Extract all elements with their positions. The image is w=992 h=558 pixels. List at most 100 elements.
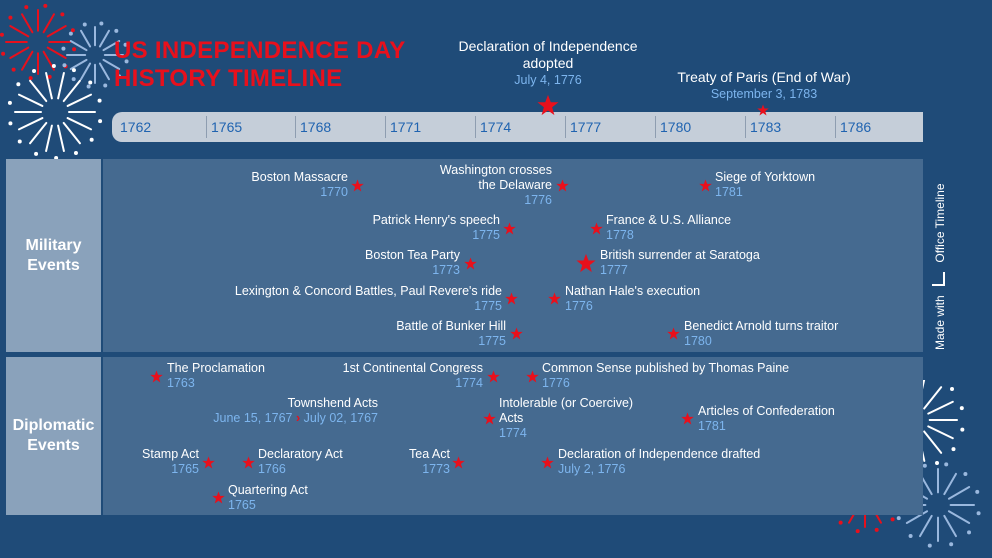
event-title: Lexington & Concord Battles, Paul Revere…: [234, 284, 502, 298]
event-item[interactable]: Articles of Confederation 1781: [698, 404, 835, 434]
event-date: 1774: [499, 426, 527, 440]
event-item[interactable]: Boston Massacre 1770: [251, 170, 348, 200]
watermark: Made with Office Timeline: [932, 160, 947, 350]
star-icon[interactable]: [698, 179, 712, 192]
event-title: Common Sense published by Thomas Paine: [542, 361, 790, 375]
event-date: 1776: [542, 376, 570, 390]
milestone-date: July 4, 1776: [514, 73, 582, 87]
page-title: US INDEPENDENCE DAY HISTORY TIMELINE: [114, 37, 406, 93]
star-icon[interactable]: [537, 94, 559, 116]
star-icon[interactable]: [201, 456, 215, 469]
event-date: 1775: [478, 334, 506, 348]
star-icon[interactable]: [589, 222, 603, 235]
milestone-title: Declaration of Independence: [458, 38, 638, 54]
event-title: Siege of Yorktown: [715, 170, 816, 184]
event-item[interactable]: Tea Act 1773: [409, 447, 450, 477]
event-title: 1st Continental Congress: [342, 361, 483, 375]
event-title: the Delaware: [478, 178, 552, 192]
tick-label: 1768: [295, 116, 331, 138]
milestone-date: September 3, 1783: [710, 87, 818, 101]
lane-diplomatic: [103, 357, 923, 515]
milestone-treaty-of-paris[interactable]: Treaty of Paris (End of War) September 3…: [677, 69, 850, 103]
event-date-start: June 15, 1767: [213, 411, 293, 425]
event-item[interactable]: Quartering Act 1765: [228, 483, 308, 513]
event-item[interactable]: Battle of Bunker Hill 1775: [396, 319, 506, 349]
event-date: 1766: [258, 462, 286, 476]
lane-label-diplomatic: Diplomatic Events: [6, 357, 101, 515]
event-item[interactable]: Townshend Acts June 15, 1767 › July 02, 1…: [213, 396, 378, 426]
event-date: 1776: [524, 193, 552, 207]
star-icon[interactable]: [451, 456, 465, 469]
event-item[interactable]: Intolerable (or Coercive) Acts 1774: [499, 396, 633, 441]
event-item[interactable]: British surrender at Saratoga 1777: [600, 248, 760, 278]
star-icon[interactable]: [241, 456, 255, 469]
star-icon[interactable]: [540, 456, 554, 469]
event-date: 1765: [171, 462, 199, 476]
event-date: 1770: [320, 185, 348, 199]
event-date: 1781: [715, 185, 743, 199]
event-item[interactable]: Nathan Hale's execution 1776: [565, 284, 700, 314]
event-item[interactable]: Benedict Arnold turns traitor 1780: [684, 319, 838, 349]
star-icon[interactable]: [502, 222, 516, 235]
event-title: British surrender at Saratoga: [600, 248, 760, 262]
event-item[interactable]: Stamp Act 1765: [142, 447, 199, 477]
event-date: 1773: [432, 263, 460, 277]
star-icon[interactable]: [576, 253, 596, 273]
tick-label: 1774: [475, 116, 511, 138]
event-date: 1775: [472, 228, 500, 242]
star-icon[interactable]: [463, 257, 477, 270]
lane-label-text: Events: [27, 437, 80, 454]
event-date: 1777: [600, 263, 628, 277]
star-icon[interactable]: [509, 327, 523, 340]
event-title: Tea Act: [409, 447, 450, 461]
tick-label: 1783: [745, 116, 781, 138]
event-item[interactable]: Patrick Henry's speech 1775: [373, 213, 500, 243]
star-icon[interactable]: [149, 370, 163, 383]
event-date: 1780: [684, 334, 712, 348]
event-date: 1763: [167, 376, 195, 390]
event-title: Acts: [499, 411, 524, 425]
event-title: Patrick Henry's speech: [372, 213, 500, 227]
star-icon[interactable]: [757, 104, 769, 116]
event-item[interactable]: 1st Continental Congress 1774: [343, 361, 483, 391]
event-item[interactable]: Declaratory Act 1766: [258, 447, 343, 477]
star-icon[interactable]: [504, 292, 518, 305]
star-icon[interactable]: [350, 179, 364, 192]
star-icon[interactable]: [486, 370, 500, 383]
lane-label-text: Military: [25, 236, 82, 254]
event-title: Articles of Confederation: [698, 404, 835, 418]
watermark-text: Made with: [933, 295, 947, 350]
star-icon[interactable]: [680, 412, 694, 425]
event-date: 1775: [474, 299, 502, 313]
event-item[interactable]: Common Sense published by Thomas Paine 17…: [542, 361, 789, 391]
star-icon[interactable]: [547, 292, 561, 305]
event-date: 1781: [698, 419, 726, 433]
star-icon[interactable]: [211, 491, 225, 504]
event-date-end: July 02, 1767: [303, 411, 378, 425]
office-timeline-logo-icon: [932, 271, 945, 286]
event-date: 1773: [422, 462, 450, 476]
lane-label-text: Events: [27, 256, 80, 274]
event-title: Boston Massacre: [251, 170, 348, 184]
star-icon[interactable]: [482, 412, 496, 425]
event-item[interactable]: Boston Tea Party 1773: [365, 248, 460, 278]
event-date: 1778: [606, 228, 634, 242]
event-item[interactable]: Washington crosses the Delaware 1776: [440, 163, 552, 208]
event-date: 1774: [455, 376, 483, 390]
star-icon[interactable]: [525, 370, 539, 383]
tick-label: 1786: [835, 116, 871, 138]
event-item[interactable]: Lexington & Concord Battles, Paul Revere…: [235, 284, 502, 314]
event-item[interactable]: France & U.S. Alliance 1778: [606, 213, 731, 243]
event-title: Battle of Bunker Hill: [396, 319, 506, 333]
range-bracket-icon: ›: [295, 411, 301, 425]
event-item[interactable]: Declaration of Independence drafted July …: [558, 447, 760, 477]
event-item[interactable]: The Proclamation 1763: [167, 361, 265, 391]
event-date: 1765: [228, 498, 256, 512]
event-item[interactable]: Siege of Yorktown 1781: [715, 170, 815, 200]
title-line2: HISTORY TIMELINE: [114, 65, 343, 92]
milestone-declaration-adopted[interactable]: Declaration of Independence adopted July…: [458, 38, 637, 89]
title-line1: US INDEPENDENCE DAY: [114, 37, 406, 64]
star-icon[interactable]: [666, 327, 680, 340]
event-title: Declaration of Independence drafted: [558, 447, 761, 461]
star-icon[interactable]: [555, 179, 569, 192]
